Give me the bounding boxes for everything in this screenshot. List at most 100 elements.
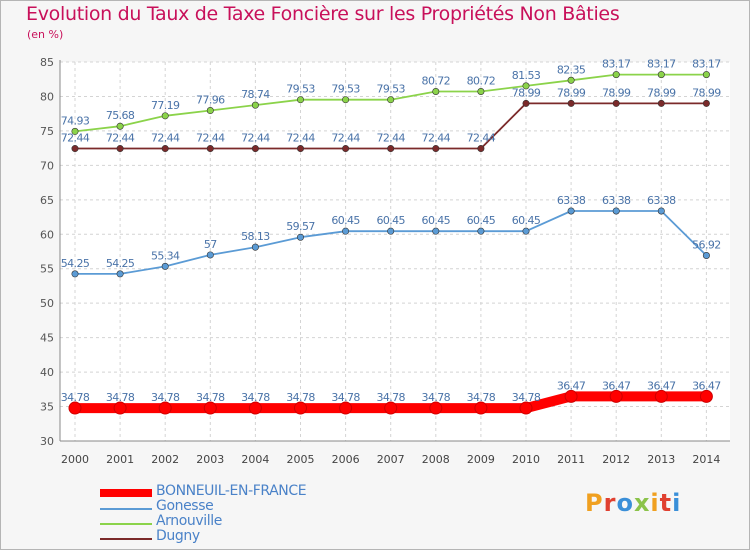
data-point [567, 99, 575, 107]
data-point [612, 71, 620, 79]
legend-swatch-dugny [100, 538, 152, 540]
data-point [161, 262, 169, 270]
data-point [432, 227, 440, 235]
data-label: 78.99 [692, 86, 721, 99]
chart-title: Evolution du Taux de Taxe Foncière sur l… [26, 3, 620, 25]
y-tick-label: 65 [40, 194, 54, 207]
data-label: 34.78 [106, 391, 135, 404]
data-point [203, 401, 217, 415]
data-label: 78.99 [512, 86, 541, 99]
data-point [702, 251, 710, 259]
x-tick-label: 2012 [602, 453, 630, 466]
data-label: 34.78 [512, 391, 541, 404]
data-point [384, 401, 398, 415]
data-label: 34.78 [61, 391, 90, 404]
data-point [296, 145, 304, 153]
data-label: 34.78 [196, 391, 225, 404]
data-point [477, 87, 485, 95]
data-label: 78.99 [602, 86, 631, 99]
data-label: 72.44 [331, 132, 360, 145]
logo-letter: x [633, 489, 651, 517]
data-label: 80.72 [467, 74, 496, 87]
data-label: 72.44 [151, 132, 180, 145]
data-label: 82.35 [557, 63, 586, 76]
data-label: 72.44 [467, 132, 496, 145]
data-point [699, 389, 713, 403]
data-point [702, 99, 710, 107]
data-point [612, 99, 620, 107]
data-point [161, 145, 169, 153]
y-tick-label: 35 [40, 401, 54, 414]
data-point [432, 145, 440, 153]
x-tick-label: 2013 [647, 453, 675, 466]
x-tick-label: 2007 [377, 453, 405, 466]
data-label: 75.68 [106, 109, 135, 122]
data-label: 74.93 [61, 114, 90, 127]
data-label: 34.78 [376, 391, 405, 404]
data-point [206, 145, 214, 153]
data-point [564, 389, 578, 403]
data-point [71, 270, 79, 278]
data-label: 63.38 [557, 194, 586, 207]
data-label: 60.45 [422, 214, 451, 227]
data-label: 54.25 [106, 257, 135, 270]
data-point [657, 99, 665, 107]
data-label: 55.34 [151, 249, 180, 262]
x-tick-label: 2005 [287, 453, 315, 466]
legend-swatch-bonneuil [100, 489, 152, 497]
data-label: 34.78 [286, 391, 315, 404]
legend-label-dugny: Dugny [156, 528, 200, 544]
data-label: 78.99 [647, 86, 676, 99]
data-label: 36.47 [557, 379, 586, 392]
x-tick-label: 2000 [61, 453, 89, 466]
data-label: 54.25 [61, 257, 90, 270]
data-label: 80.72 [422, 74, 451, 87]
data-point [657, 207, 665, 215]
data-label: 72.44 [422, 132, 451, 145]
data-label: 60.45 [512, 214, 541, 227]
y-tick-label: 45 [40, 332, 54, 345]
data-point [296, 96, 304, 104]
data-point [206, 251, 214, 259]
y-tick-label: 75 [40, 125, 54, 138]
data-label: 79.53 [376, 83, 405, 96]
data-label: 77.19 [151, 99, 180, 112]
data-label: 72.44 [376, 132, 405, 145]
logo-letter: i [650, 489, 660, 517]
data-point [251, 101, 259, 109]
data-label: 72.44 [241, 132, 270, 145]
data-label: 34.78 [241, 391, 270, 404]
x-tick-label: 2011 [557, 453, 585, 466]
data-point [702, 71, 710, 79]
data-point [387, 96, 395, 104]
plot-area [60, 62, 730, 441]
data-point [474, 401, 488, 415]
data-label: 79.53 [286, 83, 315, 96]
data-point [519, 401, 533, 415]
data-point [68, 401, 82, 415]
data-point [113, 401, 127, 415]
y-tick-label: 70 [40, 159, 54, 172]
data-point [342, 227, 350, 235]
data-label: 34.78 [331, 391, 360, 404]
y-tick-label: 30 [40, 435, 54, 448]
legend-swatch-arnouville [100, 523, 152, 525]
data-point [522, 99, 530, 107]
x-tick-label: 2010 [512, 453, 540, 466]
data-point [248, 401, 262, 415]
data-label: 36.47 [602, 379, 631, 392]
data-point [116, 270, 124, 278]
data-point [158, 401, 172, 415]
x-tick-label: 2001 [106, 453, 134, 466]
data-point [387, 227, 395, 235]
data-point [477, 145, 485, 153]
data-label: 72.44 [286, 132, 315, 145]
data-point [161, 112, 169, 120]
data-label: 59.57 [286, 220, 315, 233]
data-point [477, 227, 485, 235]
data-label: 34.78 [151, 391, 180, 404]
proxiti-logo: Proxiti [585, 489, 681, 517]
x-tick-label: 2009 [467, 453, 495, 466]
data-point [342, 96, 350, 104]
